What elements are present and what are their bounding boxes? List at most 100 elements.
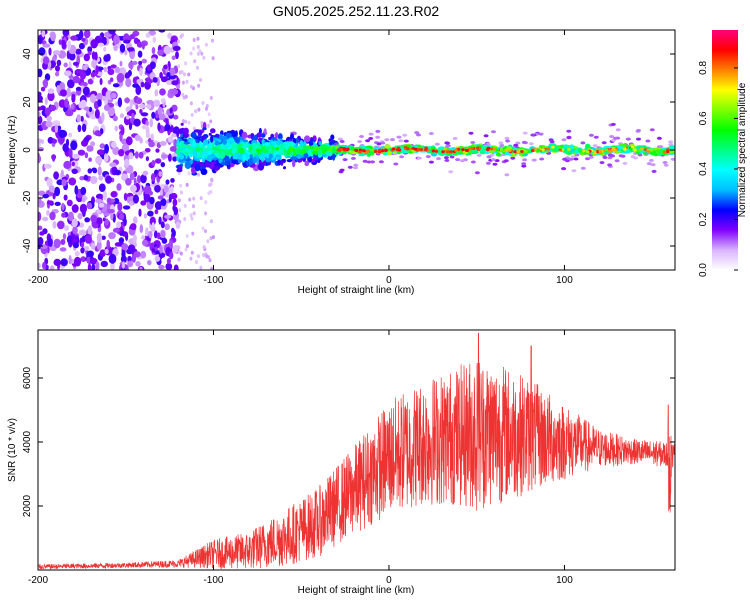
spectrogram-cell — [309, 151, 313, 155]
spectrogram-cell — [62, 143, 69, 153]
spectrogram-cell — [96, 92, 103, 102]
spectrogram-cell — [176, 168, 183, 173]
spectrogram-cell — [603, 145, 612, 149]
spectrogram-cell — [80, 115, 84, 122]
spectrogram-cell — [139, 224, 144, 234]
spectrogram-cell — [312, 146, 320, 151]
spectrogram-cell — [158, 113, 166, 121]
spectrogram-cell — [209, 219, 213, 224]
spectrogram-cell — [61, 39, 66, 50]
spectrogram-cell — [96, 240, 102, 251]
spectrogram-cell — [358, 153, 366, 157]
spectrogram-cell — [178, 208, 182, 213]
spectrogram-cell — [375, 135, 381, 139]
spectrogram-cell — [107, 209, 115, 214]
spectrogram-cell — [593, 150, 597, 154]
spectrogram-cell — [138, 60, 143, 66]
spectrogram-cell — [588, 155, 594, 159]
spectrogram-cell — [663, 163, 669, 167]
spectrogram-cell — [175, 221, 181, 229]
spectrogram-cell — [55, 71, 60, 77]
spectrogram-cell — [347, 165, 353, 169]
spectrogram-cell — [192, 149, 197, 157]
spectrogram-cell — [613, 136, 618, 140]
spectrogram-cell — [370, 160, 375, 164]
spectrogram-cell — [256, 148, 260, 153]
spectrogram-cell — [68, 255, 72, 265]
spectrogram-cell — [465, 149, 470, 152]
spectrogram-cell — [339, 140, 345, 143]
spectrogram-cell — [353, 166, 358, 170]
spectrogram-cell — [199, 78, 202, 82]
spectrogram-cell — [62, 233, 67, 240]
spectrogram-cell — [78, 30, 84, 40]
spectrogram-cell — [42, 216, 49, 222]
spectrogram-cell — [185, 234, 189, 238]
spectrogram-cell — [199, 196, 203, 201]
spectrogram-cell — [209, 236, 213, 241]
spectrogram-cell — [163, 185, 169, 193]
spectrogram-cell — [425, 155, 431, 159]
spectrogram-cell — [124, 264, 129, 270]
spectrogram-cell — [155, 148, 160, 153]
spectrogram-cell — [81, 123, 87, 133]
spectrogram-cell — [220, 161, 227, 166]
spectrogram-cell — [170, 185, 174, 194]
spectrogram-cell — [63, 225, 70, 232]
spectrogram-cell — [125, 115, 130, 120]
spectrogram-cell — [87, 263, 92, 270]
spectrogram-cell — [119, 60, 123, 67]
spectrogram-cell — [90, 242, 96, 250]
spectrogram-cell — [461, 148, 465, 152]
spectrogram-cell — [117, 97, 123, 108]
spectrogram-cell — [129, 184, 137, 193]
spectrogram-cell — [112, 83, 120, 88]
spectrogram-cell — [83, 246, 90, 251]
spectrogram-cell — [156, 232, 161, 240]
spectrogram-cell — [103, 66, 108, 73]
spectrogram-cell — [444, 141, 450, 145]
spectrogram-cell — [205, 254, 209, 259]
spectrogram-cell — [125, 136, 133, 146]
spectrogram-cell — [175, 51, 179, 60]
spectrogram-cell — [633, 156, 639, 160]
spectrogram-cell — [184, 161, 192, 170]
spectrogram-cell — [77, 149, 86, 156]
spectrogram-cell — [43, 56, 50, 65]
spectrogram-cell — [139, 266, 143, 270]
spectrogram-cell — [129, 49, 136, 60]
spectrogram-cell — [342, 150, 347, 155]
spectrogram-cell — [140, 200, 147, 206]
spectrogram-cell — [558, 148, 563, 152]
spectrogram-cell — [650, 163, 656, 167]
spectrogram-cell — [114, 125, 118, 132]
spectrogram-cell — [143, 185, 152, 195]
spectrogram-cell — [200, 121, 204, 125]
spectrogram-cell — [636, 137, 641, 141]
spectrogram-cell — [105, 175, 112, 184]
spectrogram-cell — [199, 265, 203, 270]
spectrogram-cell — [651, 169, 657, 173]
spectrogram-cell — [301, 148, 306, 155]
spectrogram-cell — [144, 148, 151, 153]
spectrogram-cell — [207, 112, 211, 117]
spectrogram-cell — [358, 150, 362, 154]
spectrogram-cell — [177, 198, 181, 203]
spectrogram-cell — [132, 83, 140, 88]
spectrogram-cell — [431, 149, 436, 153]
spectrogram-cell — [134, 134, 141, 141]
spectrogram-cell — [189, 51, 193, 56]
spectrogram-cell — [145, 156, 149, 162]
spectrogram-cell — [213, 165, 221, 171]
spectrogram-cell — [250, 133, 255, 137]
spectrogram-cell — [150, 173, 156, 182]
spectrogram-cell — [77, 124, 82, 133]
spectrogram-cell — [257, 162, 265, 171]
spectrogram-cell — [448, 170, 454, 174]
spectrogram-cell — [112, 227, 120, 233]
spectrogram-cell — [295, 137, 299, 144]
spectrogram-cell — [196, 65, 199, 70]
spectrogram-cell — [190, 216, 194, 221]
spectrogram-cell — [169, 67, 176, 77]
spectrogram-cell — [373, 150, 378, 154]
